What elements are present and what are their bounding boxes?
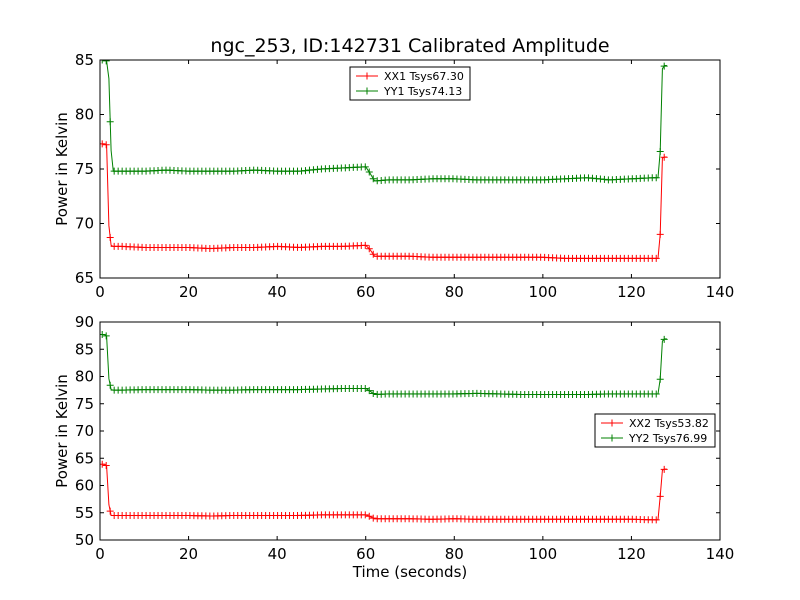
subplot-2: 0 20 40 60 80 100 120 140 50 55 60 65 70 75 80 85 90 Powe… (53, 313, 734, 581)
data-point-marker (656, 375, 664, 383)
legend: XX1 Tsys67.30 YY1 Tsys74.13 (349, 66, 471, 101)
data-point-marker (102, 462, 110, 470)
y-tick-label: 85 (75, 340, 94, 358)
data-point-marker (365, 387, 373, 395)
data-point-marker (102, 332, 110, 340)
legend-label: XX2 Tsys53.82 (629, 417, 709, 430)
y-tick-label: 50 (75, 531, 94, 549)
series-xx1 (100, 140, 668, 262)
legend-entry: XX1 Tsys67.30 (356, 70, 464, 83)
x-axis-label: Time (seconds) (352, 563, 468, 581)
data-point-marker (100, 460, 106, 468)
x-tick-label: 80 (445, 283, 464, 301)
data-point-marker (656, 492, 664, 500)
data-point-marker (106, 118, 114, 126)
x-tick-label: 120 (617, 545, 646, 563)
legend: XX2 Tsys53.82 YY2 Tsys76.99 (594, 413, 716, 448)
x-tick-label: 20 (179, 545, 198, 563)
legend-label: XX1 Tsys67.30 (384, 70, 464, 83)
series-yy1 (100, 60, 668, 185)
x-tick-label: 140 (706, 545, 735, 563)
legend-box (594, 413, 716, 448)
y-tick-label: 85 (75, 51, 94, 69)
y-tick-label: 70 (75, 215, 94, 233)
x-tick-label: 40 (268, 545, 287, 563)
data-point-marker (660, 465, 668, 473)
data-point-marker (361, 163, 369, 171)
legend-label: YY2 Tsys76.99 (628, 432, 707, 445)
data-point-marker (369, 390, 377, 398)
data-point-marker (369, 250, 377, 258)
data-point-marker (100, 140, 106, 148)
data-point-marker (365, 512, 373, 520)
y-tick-label: 80 (75, 368, 94, 386)
legend-label: YY1 Tsys74.13 (383, 85, 462, 98)
data-point-marker (106, 381, 114, 389)
y-tick-label: 65 (75, 269, 94, 287)
data-point-marker (369, 175, 377, 183)
data-point-marker (365, 168, 373, 176)
data-point-marker (106, 233, 114, 241)
data-point-marker (660, 335, 668, 343)
legend-marker-swatch (608, 419, 616, 427)
data-point-marker (652, 390, 660, 398)
data-point-marker (652, 254, 660, 262)
data-point-marker (100, 60, 106, 64)
series-yy2 (100, 331, 668, 398)
x-tick-label: 40 (268, 283, 287, 301)
subplot-1: 0 20 40 60 80 100 120 140 65 70 75 80 85 ngc_253, ID:… (53, 35, 734, 301)
data-point-marker (369, 514, 377, 522)
x-tick-label: 60 (356, 545, 375, 563)
y-tick-label: 70 (75, 422, 94, 440)
y-axis-label: Power in Kelvin (53, 374, 71, 488)
data-point-marker (656, 148, 664, 156)
legend-box (349, 66, 471, 101)
y-tick-label: 55 (75, 504, 94, 522)
legend-entry: YY1 Tsys74.13 (356, 85, 462, 98)
legend-entry: YY2 Tsys76.99 (601, 432, 707, 445)
x-tick-label: 0 (95, 545, 105, 563)
data-point-marker (652, 516, 660, 524)
y-tick-label: 75 (75, 395, 94, 413)
data-point-marker (660, 62, 668, 70)
y-tick-label: 65 (75, 449, 94, 467)
data-point-marker (361, 241, 369, 249)
x-tick-label: 80 (445, 545, 464, 563)
data-point-marker (660, 153, 668, 161)
x-tick-label: 100 (529, 545, 558, 563)
data-point-marker (656, 230, 664, 238)
legend-entry: XX2 Tsys53.82 (601, 417, 709, 430)
x-tick-label: 100 (529, 283, 558, 301)
data-point-marker (361, 384, 369, 392)
y-tick-label: 75 (75, 160, 94, 178)
data-point-marker (102, 60, 110, 65)
x-tick-label: 140 (706, 283, 735, 301)
data-point-marker (365, 245, 373, 253)
data-point-marker (106, 507, 114, 515)
x-tick-label: 120 (617, 283, 646, 301)
y-tick-label: 80 (75, 106, 94, 124)
chart-title: ngc_253, ID:142731 Calibrated Amplitude (210, 35, 609, 57)
data-point-marker (652, 174, 660, 182)
x-tick-label: 20 (179, 283, 198, 301)
legend-marker-swatch (608, 434, 616, 442)
legend-marker-swatch (363, 87, 371, 95)
x-tick-label: 0 (95, 283, 105, 301)
x-tick-label: 60 (356, 283, 375, 301)
data-point-marker (100, 331, 106, 339)
y-tick-label: 60 (75, 477, 94, 495)
y-axis-label: Power in Kelvin (53, 112, 71, 226)
legend-marker-swatch (363, 72, 371, 80)
data-point-marker (102, 141, 110, 149)
data-point-marker (361, 511, 369, 519)
series-xx2 (100, 460, 668, 524)
y-tick-label: 90 (75, 313, 94, 331)
